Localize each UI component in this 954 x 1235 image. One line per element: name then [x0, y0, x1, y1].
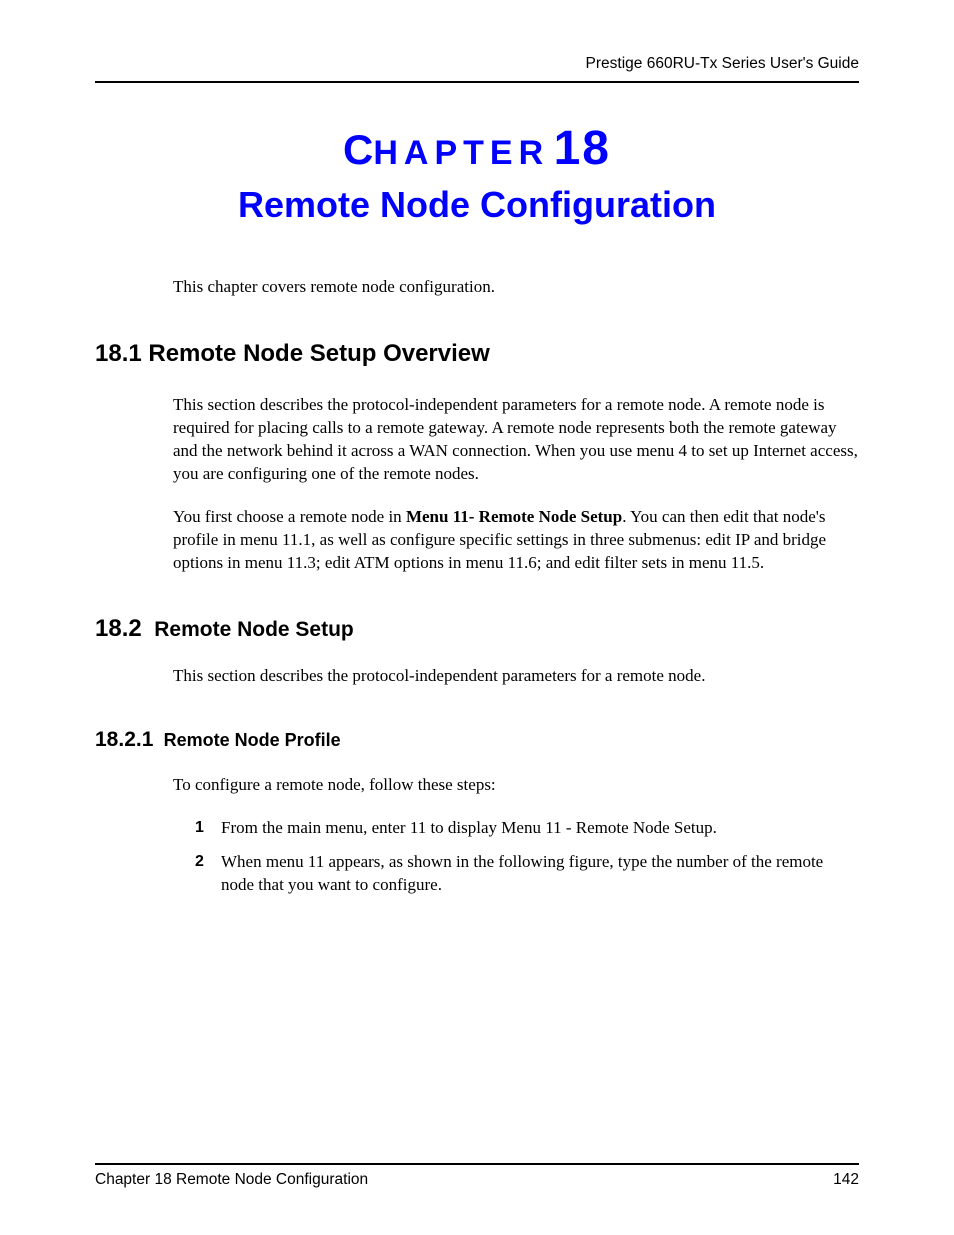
step-1-a: From the main menu, enter 11 to display	[221, 818, 501, 837]
step-1-bold: Menu 11 - Remote Node Setup	[501, 818, 712, 837]
para-18-1-b: You first choose a remote node in Menu 1…	[173, 506, 859, 575]
chapter-title: Remote Node Configuration	[95, 184, 859, 226]
chapter-label-cap: C	[343, 126, 373, 173]
chapter-label: CHAPTER 18	[95, 121, 859, 176]
header-guide-name: Prestige 660RU-Tx Series User's Guide	[95, 55, 859, 73]
section-18-2-1-num: 18.2.1	[95, 728, 153, 751]
step-text: From the main menu, enter 11 to display …	[221, 817, 859, 840]
section-18-2-1-text: Remote Node Profile	[159, 730, 341, 750]
section-heading-18-1: 18.1 Remote Node Setup Overview	[95, 340, 859, 368]
footer-chapter-label: Chapter 18 Remote Node Configuration	[95, 1171, 368, 1189]
page-footer: Chapter 18 Remote Node Configuration 142	[95, 1163, 859, 1189]
footer-rule	[95, 1163, 859, 1165]
step-text: When menu 11 appears, as shown in the fo…	[221, 851, 859, 897]
step-number: 1	[195, 817, 215, 840]
section-heading-18-2-1: 18.2.1 Remote Node Profile	[95, 728, 859, 752]
chapter-number: 18	[554, 122, 611, 175]
header-rule	[95, 81, 859, 83]
section-heading-18-2: 18.2 Remote Node Setup	[95, 615, 859, 643]
section-18-2-num: 18.2	[95, 615, 142, 642]
steps-list: 1 From the main menu, enter 11 to displa…	[195, 817, 859, 898]
footer-page-number: 142	[833, 1171, 859, 1189]
chapter-label-word: HAPTER	[373, 134, 549, 172]
step-2-a: When menu 11 appears, as shown in the fo…	[221, 852, 823, 894]
chapter-intro: This chapter covers remote node configur…	[173, 276, 859, 298]
para-18-1-b-bold: Menu 11- Remote Node Setup	[406, 507, 622, 526]
step-1-b: .	[713, 818, 717, 837]
para-18-2: This section describes the protocol-inde…	[173, 665, 859, 688]
para-18-1-b-pre: You first choose a remote node in	[173, 507, 406, 526]
para-18-1-a: This section describes the protocol-inde…	[173, 394, 859, 486]
section-18-2-text: Remote Node Setup	[148, 618, 353, 641]
step-number: 2	[195, 851, 215, 897]
footer-row: Chapter 18 Remote Node Configuration 142	[95, 1171, 859, 1189]
para-18-2-1: To configure a remote node, follow these…	[173, 774, 859, 797]
list-item: 1 From the main menu, enter 11 to displa…	[195, 817, 859, 840]
list-item: 2 When menu 11 appears, as shown in the …	[195, 851, 859, 897]
document-page: Prestige 660RU-Tx Series User's Guide CH…	[0, 0, 954, 1235]
